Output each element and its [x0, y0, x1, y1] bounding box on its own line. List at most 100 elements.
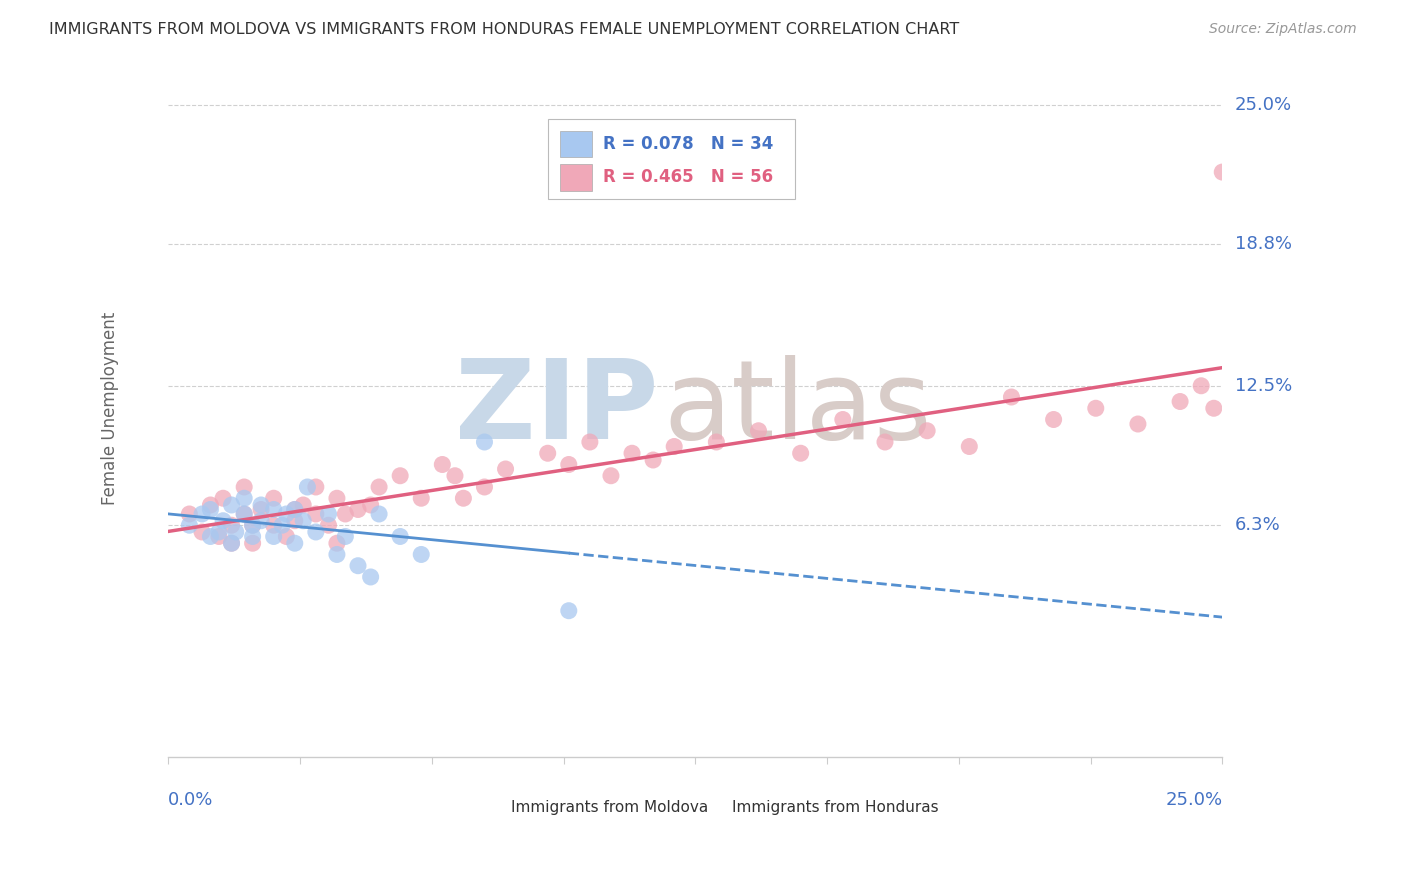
Point: [233, 480, 256, 494]
Point: [326, 536, 349, 550]
Point: [621, 446, 644, 460]
Point: [250, 498, 273, 512]
Point: [474, 480, 496, 494]
Point: [444, 468, 467, 483]
Point: [284, 536, 307, 550]
Point: [368, 507, 391, 521]
Point: [1189, 378, 1212, 392]
Point: [704, 435, 727, 450]
Point: [347, 502, 370, 516]
Point: [242, 518, 264, 533]
Text: R = 0.078   N = 34: R = 0.078 N = 34: [603, 135, 773, 153]
Point: [495, 462, 517, 476]
Point: [1042, 412, 1064, 426]
Point: [191, 507, 214, 521]
Point: [389, 529, 412, 543]
Point: [191, 524, 214, 539]
Point: [326, 491, 349, 506]
FancyBboxPatch shape: [548, 119, 796, 199]
Point: [915, 424, 938, 438]
Point: [212, 491, 235, 506]
Point: [242, 518, 264, 533]
Point: [579, 435, 602, 450]
Point: [250, 514, 273, 528]
Point: [453, 491, 475, 506]
Point: [318, 518, 340, 533]
Point: [221, 536, 243, 550]
Point: [305, 480, 328, 494]
Point: [276, 507, 298, 521]
Point: [233, 507, 256, 521]
Point: [1126, 417, 1149, 431]
Point: [292, 498, 315, 512]
Point: [305, 524, 328, 539]
Point: [179, 518, 201, 533]
Text: Source: ZipAtlas.com: Source: ZipAtlas.com: [1209, 22, 1357, 37]
Point: [221, 518, 243, 533]
Point: [747, 424, 769, 438]
Text: 25.0%: 25.0%: [1234, 95, 1292, 113]
Point: [558, 604, 581, 618]
Point: [411, 548, 433, 562]
Point: [360, 570, 382, 584]
Point: [335, 529, 357, 543]
Point: [208, 529, 231, 543]
Text: 0.0%: 0.0%: [169, 790, 214, 809]
FancyBboxPatch shape: [479, 797, 502, 818]
Point: [360, 498, 382, 512]
Point: [873, 435, 896, 450]
Point: [200, 502, 222, 516]
Point: [284, 502, 307, 516]
Point: [474, 435, 496, 450]
Point: [326, 548, 349, 562]
Point: [225, 524, 247, 539]
FancyBboxPatch shape: [561, 131, 592, 157]
Text: Immigrants from Honduras: Immigrants from Honduras: [733, 800, 939, 815]
Point: [233, 507, 256, 521]
Point: [242, 536, 264, 550]
Point: [263, 518, 285, 533]
Text: 25.0%: 25.0%: [1166, 790, 1222, 809]
Point: [600, 468, 623, 483]
Text: IMMIGRANTS FROM MOLDOVA VS IMMIGRANTS FROM HONDURAS FEMALE UNEMPLOYMENT CORRELAT: IMMIGRANTS FROM MOLDOVA VS IMMIGRANTS FR…: [49, 22, 959, 37]
Point: [208, 524, 231, 539]
Point: [1211, 165, 1233, 179]
FancyBboxPatch shape: [561, 164, 592, 191]
Point: [250, 502, 273, 516]
Point: [957, 440, 980, 454]
Text: 18.8%: 18.8%: [1234, 235, 1292, 253]
Text: 12.5%: 12.5%: [1234, 376, 1292, 395]
FancyBboxPatch shape: [700, 797, 724, 818]
Point: [284, 502, 307, 516]
Point: [179, 507, 201, 521]
Point: [242, 529, 264, 543]
Point: [276, 529, 298, 543]
Point: [305, 507, 328, 521]
Point: [200, 529, 222, 543]
Point: [1168, 394, 1191, 409]
Text: Immigrants from Moldova: Immigrants from Moldova: [510, 800, 709, 815]
Point: [432, 458, 454, 472]
Point: [1000, 390, 1022, 404]
Point: [221, 536, 243, 550]
Point: [292, 514, 315, 528]
Point: [347, 558, 370, 573]
Point: [1084, 401, 1107, 416]
Text: atlas: atlas: [664, 355, 932, 462]
Text: ZIP: ZIP: [456, 355, 658, 462]
Text: R = 0.465   N = 56: R = 0.465 N = 56: [603, 169, 773, 186]
Point: [297, 480, 319, 494]
Point: [389, 468, 412, 483]
Point: [200, 498, 222, 512]
Point: [643, 453, 665, 467]
Point: [1202, 401, 1225, 416]
Point: [664, 440, 686, 454]
Point: [831, 412, 853, 426]
Point: [558, 458, 581, 472]
Point: [284, 514, 307, 528]
Point: [411, 491, 433, 506]
Point: [263, 529, 285, 543]
Text: Female Unemployment: Female Unemployment: [101, 311, 120, 505]
Point: [335, 507, 357, 521]
Point: [233, 491, 256, 506]
